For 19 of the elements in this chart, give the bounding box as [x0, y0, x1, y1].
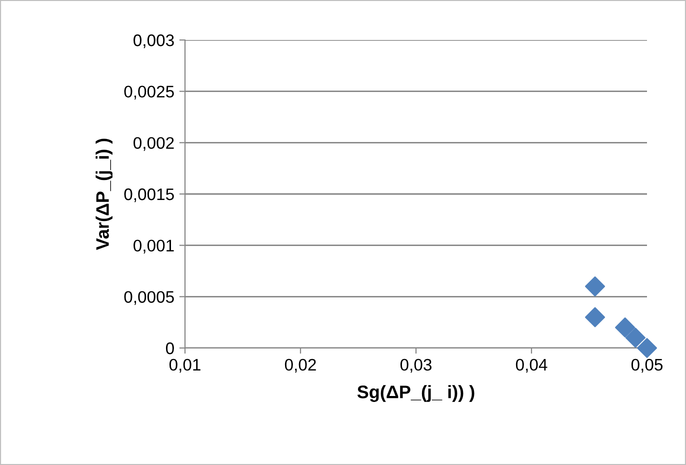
y-tick-label: 0,002 — [134, 137, 174, 151]
y-tick-label: 0,0015 — [124, 188, 174, 202]
x-tick-label: 0,02 — [284, 358, 316, 373]
x-tick-label: 0,04 — [516, 358, 548, 373]
point — [625, 328, 646, 348]
point — [585, 276, 606, 296]
y-tick-label: 0,001 — [134, 240, 174, 254]
point — [615, 317, 636, 338]
point — [585, 307, 606, 328]
point — [636, 338, 658, 358]
y-tick-label: 0,0005 — [124, 291, 174, 305]
y-axis-title: Var(ΔP_(j_i) ) — [96, 138, 112, 250]
x-tick-label: 0,03 — [400, 358, 432, 373]
x-axis-title: Sg(ΔP_(j_ i)) ) — [357, 385, 474, 402]
y-tick-label: 0 — [166, 342, 174, 354]
y-tick-label: 0,003 — [134, 34, 174, 48]
x-tick-label: 0,05 — [631, 358, 663, 373]
x-tick-label: 0,01 — [169, 358, 200, 373]
y-tick-label: 0,0025 — [124, 86, 174, 100]
